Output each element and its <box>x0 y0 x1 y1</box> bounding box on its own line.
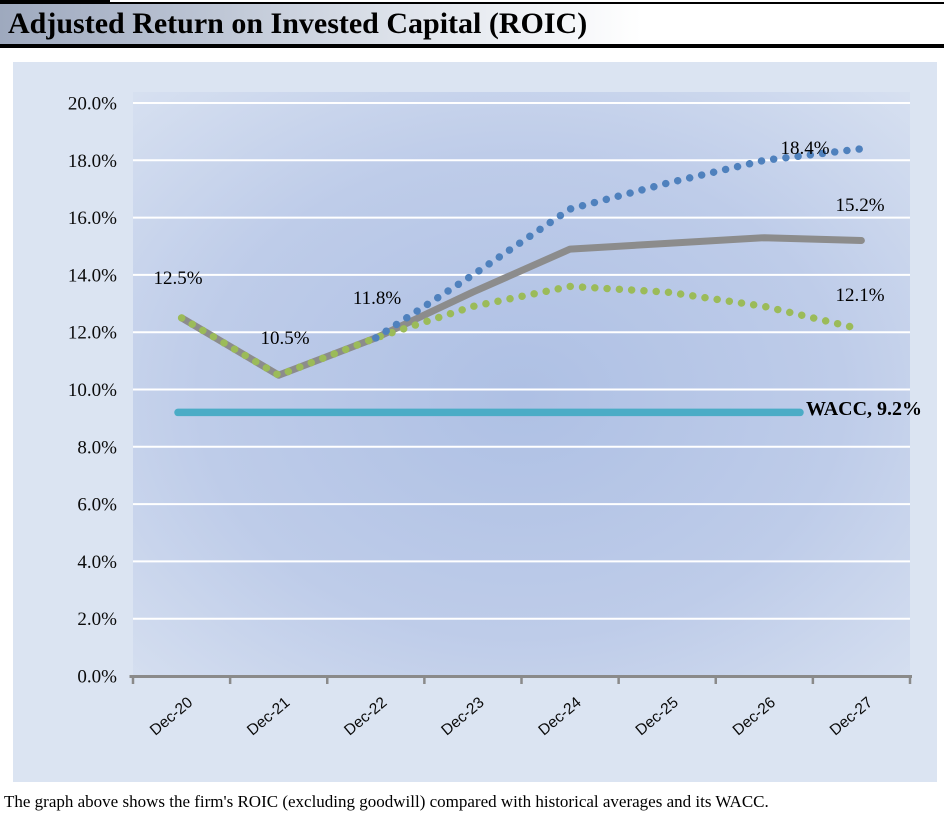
y-axis-tick-label: 6.0% <box>77 495 117 516</box>
data-point-label: 15.2% <box>835 195 884 216</box>
y-axis-tick-label: 12.0% <box>68 323 117 344</box>
roic-chart-panel: 0.0% 2.0% 4.0% 6.0% 8.0% 10.0% 12.0% 14.0% 16.0%… <box>13 62 937 782</box>
blue-dotted-series <box>372 145 866 342</box>
x-axis-category-label: Dec-20 <box>147 694 196 739</box>
wacc-label: WACC, 9.2% <box>806 398 922 420</box>
y-axis-tick-label: 20.0% <box>68 94 117 115</box>
data-point-label: 11.8% <box>353 288 402 309</box>
x-axis-category-label: Dec-26 <box>730 694 779 739</box>
green-dotted-series <box>177 282 866 379</box>
y-axis-tick-label: 10.0% <box>68 380 117 401</box>
x-axis-category-label: Dec-22 <box>341 694 390 739</box>
page-title: Adjusted Return on Invested Capital (ROI… <box>8 7 588 40</box>
x-axis-category-label: Dec-27 <box>827 694 876 739</box>
gray-solid-series <box>178 234 865 379</box>
y-axis-tick-label: 16.0% <box>68 208 117 229</box>
y-axis-tick-label: 4.0% <box>77 552 117 573</box>
x-axis-category-label: Dec-23 <box>438 694 487 739</box>
y-axis-tick-label: 14.0% <box>68 265 117 286</box>
title-underline <box>0 44 944 48</box>
data-point-label: 18.4% <box>780 138 829 159</box>
data-point-label: 12.5% <box>153 268 202 289</box>
title-banner: Adjusted Return on Invested Capital (ROI… <box>0 4 944 44</box>
y-axis-tick-label: 8.0% <box>77 437 117 458</box>
data-point-label: 12.1% <box>835 285 884 306</box>
x-axis-category-label: Dec-24 <box>535 694 584 739</box>
x-axis-category-label: Dec-21 <box>244 694 293 739</box>
chart-caption: The graph above shows the firm's ROIC (e… <box>4 792 769 811</box>
y-axis-tick-label: 18.0% <box>68 151 117 172</box>
x-axis-category-label: Dec-25 <box>633 694 682 739</box>
roic-line-chart: 0.0% 2.0% 4.0% 6.0% 8.0% 10.0% 12.0% 14.0% 16.0%… <box>68 92 922 739</box>
data-point-label: 10.5% <box>260 328 309 349</box>
y-axis-tick-label: 2.0% <box>77 609 117 630</box>
plot-area <box>133 92 910 676</box>
y-axis-tick-label: 0.0% <box>77 667 117 688</box>
top-border-line <box>0 2 944 4</box>
